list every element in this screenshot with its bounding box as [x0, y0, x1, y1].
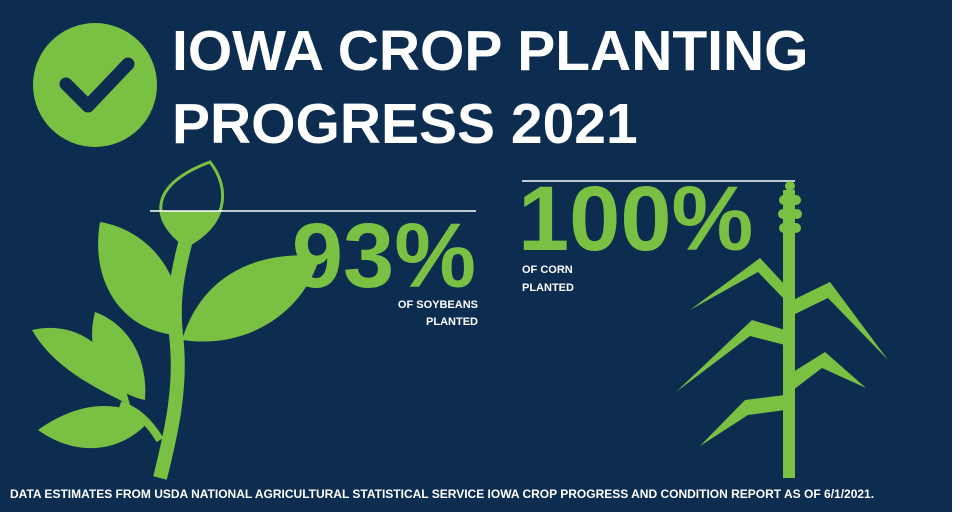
stem: [153, 238, 193, 480]
label: PLANTED: [522, 282, 574, 294]
leaf: [38, 406, 150, 449]
corn-leaf: [676, 320, 785, 392]
tassel: [779, 223, 789, 233]
footnote: DATA ESTIMATES FROM USDA NATIONAL AGRICU…: [10, 487, 874, 501]
tassel: [785, 181, 795, 191]
corn-plant: [676, 181, 888, 478]
tassel: [792, 209, 802, 219]
title-line: IOWA CROP PLANTING: [172, 19, 809, 83]
tassel: [791, 195, 801, 205]
stalk: [783, 190, 795, 478]
tassel: [778, 209, 788, 219]
label: OF SOYBEANS: [398, 299, 478, 311]
leaf: [182, 255, 320, 342]
percent: 93%: [292, 205, 476, 307]
leaf: [32, 327, 130, 405]
tassel: [791, 223, 801, 233]
label: PLANTED: [426, 316, 478, 328]
title-line: PROGRESS 2021: [172, 92, 638, 156]
corn-leaf: [793, 282, 888, 360]
check-mark: [59, 57, 135, 113]
leaf: [98, 222, 179, 335]
corn-leaf: [690, 258, 785, 310]
leaf: [161, 211, 221, 246]
stem: [118, 401, 164, 443]
leaf: [92, 312, 146, 400]
label: OF CORN: [522, 264, 573, 276]
soybean-plant: [32, 160, 320, 480]
percent: 100%: [518, 168, 753, 270]
tassel: [779, 195, 789, 205]
check-circle: [33, 23, 157, 147]
corn-leaf: [793, 352, 866, 390]
corn-leaf: [700, 395, 785, 446]
